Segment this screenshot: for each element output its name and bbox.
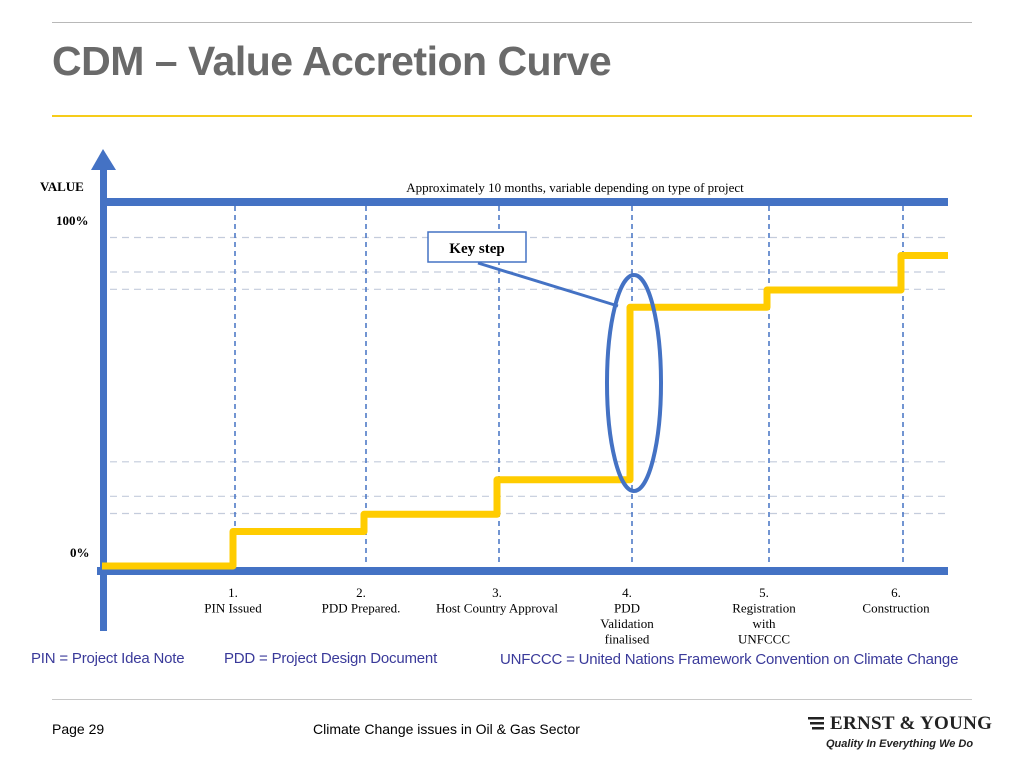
y-tick-0: 0% (70, 545, 90, 560)
note-unfccc: UNFCCC = United Nations Framework Conven… (500, 651, 959, 668)
title-underline (52, 115, 972, 117)
value-curve (102, 252, 948, 570)
milestone-label-1: 1. PIN Issued (204, 585, 262, 616)
footer-title: Climate Change issues in Oil & Gas Secto… (313, 721, 580, 737)
page-number: Page 29 (52, 721, 105, 737)
milestone-dashed-lines (234, 206, 904, 566)
milestone-label-3: 3. Host Country Approval (436, 585, 558, 616)
top-timeline-bar (100, 198, 948, 206)
milestone-labels: 1. PIN Issued 2. PDD Prepared. 3. Host Countr… (204, 585, 930, 647)
milestone-label-6: 6. Construction (862, 585, 930, 616)
y-axis (100, 167, 107, 631)
top-rule (52, 22, 972, 23)
milestone-label-4: 4. PDD Validation finalised (600, 585, 654, 647)
x-axis (97, 567, 948, 575)
duration-note: Approximately 10 months, variable depend… (406, 180, 744, 195)
key-step-ellipse (605, 273, 663, 493)
value-accretion-diagram: VALUE 100% 0% Approximately 10 months, v… (40, 149, 948, 647)
milestone-label-5: 5. Registration with UNFCCC (732, 585, 796, 647)
y-tick-100: 100% (56, 213, 89, 228)
logo-tagline: Quality In Everything We Do (826, 738, 974, 750)
y-axis-arrowhead (91, 149, 116, 170)
callout-leader (477, 261, 619, 308)
logo-name: ERNST & YOUNG (830, 713, 993, 734)
callout-box (427, 231, 527, 263)
logo-bars-icon (808, 717, 824, 730)
note-pin: PIN = Project Idea Note (31, 650, 185, 667)
slide-title: CDM – Value Accretion Curve (52, 38, 612, 84)
milestone-label-2: 2. PDD Prepared. (322, 585, 401, 616)
y-axis-label: VALUE (40, 179, 84, 194)
callout-label: Key step (449, 241, 504, 257)
horizontal-gridlines (110, 202, 948, 515)
note-pdd: PDD = Project Design Document (224, 650, 438, 667)
ernst-young-logo: ERNST & YOUNG Quality In Everything We D… (808, 713, 992, 753)
footer-rule (52, 699, 972, 700)
